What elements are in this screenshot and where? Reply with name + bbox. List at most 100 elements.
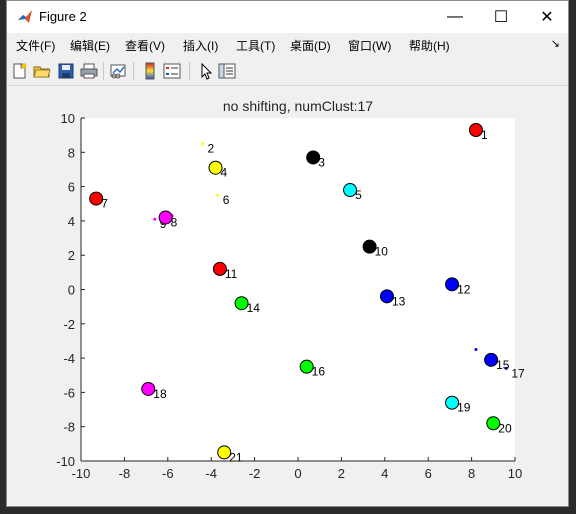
figure-canvas: no shifting, numClust:17 -10 -8 -6 -4 -2 0 2 4 6… [7,86,568,506]
maximize-icon: ☐ [493,9,509,26]
toolbar-separator [189,62,190,80]
toolbar [7,57,568,86]
x-tick-label: 6 [425,466,432,481]
y-tick-label: -6 [63,385,75,400]
menu-tools[interactable]: 工具(T) [236,39,276,53]
cluster-center [468,123,483,138]
property-inspector-icon[interactable] [218,62,236,80]
y-tick-label: -4 [63,351,75,366]
x-tick-label: 10 [508,466,522,481]
cluster-center [379,289,394,304]
print-icon[interactable] [80,62,98,80]
cluster-label: 4 [221,166,228,180]
background-edge [0,0,6,514]
data-point [153,217,157,221]
menu-insert[interactable]: 插入(I) [183,39,219,53]
cluster-label: 18 [153,387,167,401]
cluster-center [158,210,173,225]
y-tick-label: 0 [68,283,75,298]
link-plot-icon[interactable] [109,62,127,80]
menu-desktop[interactable]: 桌面(D) [290,39,331,53]
cluster-label: 21 [229,450,243,464]
cluster-label: 12 [457,282,471,296]
cluster-label: 5 [355,188,362,202]
menu-help[interactable]: 帮助(H) [409,39,450,53]
cluster-label: 19 [457,401,471,415]
cluster-label: 7 [101,197,108,211]
cluster-label: 16 [312,365,326,379]
point-label: 17 [511,366,525,380]
cluster-center [217,445,232,460]
cluster-center [299,359,314,374]
menu-edit[interactable]: 编辑(E) [70,39,110,53]
x-tick-label: 0 [294,466,301,481]
cluster-label: 14 [247,301,261,315]
matlab-icon [18,10,32,23]
x-tick-label: 4 [381,466,388,481]
x-tick-label: 2 [338,466,345,481]
menu-file[interactable]: 文件(F) [16,39,56,53]
scatter-plot[interactable]: no shifting, numClust:17 -10 -8 -6 -4 -2 0 2 4 6… [7,86,568,506]
x-tick-label: -8 [119,466,131,481]
point-label: 6 [223,193,230,207]
cluster-center [445,277,460,292]
cluster-center [306,150,321,165]
menu-window[interactable]: 窗口(W) [348,39,392,53]
x-tick-label: -6 [162,466,174,481]
x-tick-label: -4 [205,466,217,481]
cluster-label: 13 [392,294,406,308]
cluster-label: 1 [481,128,488,142]
data-point [216,193,220,197]
data-point [504,366,508,370]
close-button[interactable]: ✕ [524,1,570,33]
cluster-label: 20 [498,421,512,435]
cluster-center [234,296,249,311]
cluster-center [486,416,501,431]
new-figure-icon[interactable] [11,62,29,80]
y-tick-label: 4 [68,214,75,229]
y-tick-label: 10 [61,111,75,126]
save-icon[interactable] [57,62,75,80]
chart-title: no shifting, numClust:17 [223,98,373,114]
cluster-label: 11 [225,267,238,281]
y-tick-label: 2 [68,248,75,263]
y-tick-label: 8 [68,145,75,160]
cluster-center [484,352,499,367]
cluster-center [445,395,460,410]
maximize-button[interactable]: ☐ [478,1,524,33]
cluster-center [212,261,227,276]
data-point [201,142,205,146]
cluster-label: 15 [496,358,510,372]
open-file-icon[interactable] [33,62,51,80]
cluster-center [141,381,156,396]
colorbar-icon[interactable] [141,62,159,80]
minimize-icon: — [447,8,463,25]
window-title: Figure 2 [39,9,87,24]
figure-window: Figure 2 — ☐ ✕ 文件(F) 编辑(E) 查看(V) 插入(I) 工… [6,0,569,507]
toolbar-separator [133,62,134,80]
cluster-label: 3 [318,155,325,169]
x-tick-label: 8 [468,466,475,481]
y-tick-label: -2 [63,317,75,332]
cluster-center [343,183,358,198]
menu-bar: 文件(F) 编辑(E) 查看(V) 插入(I) 工具(T) 桌面(D) 窗口(W… [7,33,568,56]
data-point [474,348,478,352]
title-bar: Figure 2 — ☐ ✕ [7,1,568,33]
x-tick-label: -10 [72,466,91,481]
point-label: 9 [160,217,167,231]
cluster-center [208,160,223,175]
point-label: 2 [208,142,215,156]
menu-view[interactable]: 查看(V) [125,39,165,53]
axes-background[interactable] [81,118,515,461]
legend-icon[interactable] [163,62,181,80]
dock-arrow-icon[interactable]: ↘ [550,38,560,50]
cluster-label: 10 [375,245,389,259]
edit-plot-arrow-icon[interactable] [197,62,215,80]
y-tick-label: 6 [68,180,75,195]
cluster-label: 8 [171,215,178,229]
minimize-button[interactable]: — [432,1,478,33]
y-tick-label: -10 [56,454,75,469]
y-tick-label: -8 [63,420,75,435]
